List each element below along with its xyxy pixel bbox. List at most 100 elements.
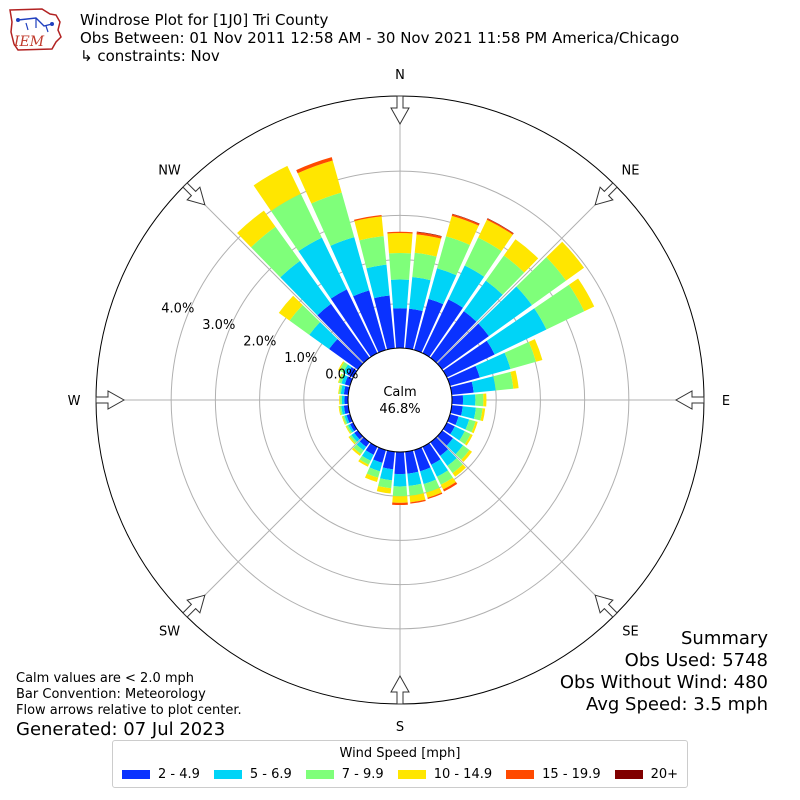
- bar-segment: [450, 426, 465, 441]
- wind-speed-legend: Wind Speed [mph] 2 - 4.9 5 - 6.9 7 - 9.9 10…: [112, 740, 688, 788]
- bar-segment: [250, 226, 300, 278]
- bar-segment: [237, 210, 276, 248]
- legend-swatch: [121, 770, 150, 779]
- direction-bar: [450, 405, 486, 422]
- bar-segment: [330, 289, 378, 358]
- direction-bar: [348, 430, 363, 445]
- bar-segment: [341, 374, 348, 385]
- bar-segment: [471, 376, 496, 393]
- bar-segment: [344, 395, 349, 405]
- bar-segment: [354, 214, 382, 222]
- bar-segment: [437, 236, 470, 276]
- bar-segment: [475, 393, 484, 407]
- bar-segment: [461, 449, 473, 462]
- bar-segment: [423, 479, 440, 493]
- bar-segment: [309, 322, 338, 350]
- bar-segment: [354, 216, 384, 241]
- radial-tick-label: 2.0%: [243, 334, 276, 349]
- legend-label: 15 - 19.9: [542, 767, 601, 782]
- calm-circle: [347, 347, 453, 453]
- bar-segment: [330, 237, 370, 297]
- bar-segment: [475, 352, 511, 378]
- bar-segment: [392, 495, 408, 503]
- bar-segment: [388, 252, 412, 280]
- legend-item: 20+: [614, 767, 678, 782]
- calm-label: Calm: [383, 385, 416, 400]
- bar-segment: [450, 381, 474, 395]
- bar-segment: [443, 482, 458, 492]
- direction-bar: [296, 157, 386, 353]
- legend-swatch: [305, 770, 334, 779]
- bar-segment: [351, 447, 362, 456]
- bar-segment: [486, 218, 514, 235]
- legend-swatch: [614, 770, 643, 779]
- chart-constraints: ↳ constraints: Nov: [80, 47, 220, 65]
- bar-segment: [358, 459, 369, 467]
- radial-tick-label: 0.0%: [325, 368, 358, 383]
- bar-segment: [354, 430, 363, 440]
- generated-date: Generated: 07 Jul 2023: [16, 719, 226, 740]
- bar-segment: [464, 237, 502, 277]
- bar-segment: [387, 231, 413, 234]
- radial-tick-label: 1.0%: [284, 351, 317, 366]
- bar-segment: [340, 395, 342, 405]
- bar-segment: [329, 338, 363, 370]
- flow-arrow: [182, 594, 206, 618]
- bar-segment: [465, 419, 476, 433]
- legend-swatch: [506, 770, 535, 779]
- chart-title: Windrose Plot for [1J0] Tri County: [80, 11, 329, 29]
- iem-logo: IEM: [9, 8, 62, 51]
- bar-segment: [455, 445, 470, 460]
- bar-segment: [407, 471, 422, 487]
- bar-segment: [436, 470, 453, 485]
- bar-segment: [440, 477, 456, 490]
- compass-label: S: [396, 720, 404, 735]
- bar-segment: [366, 467, 380, 478]
- direction-bar: [430, 437, 466, 477]
- bar-segment: [442, 340, 495, 378]
- legend-label: 7 - 9.9: [341, 767, 384, 782]
- bar-segment: [390, 279, 410, 309]
- bar-segment: [422, 442, 441, 465]
- bar-segment: [342, 415, 348, 425]
- bar-segment: [420, 467, 436, 485]
- bar-segment: [353, 444, 364, 455]
- bar-segment: [430, 437, 449, 456]
- direction-bar: [338, 384, 350, 395]
- flow-arrow: [390, 674, 410, 705]
- direction-bar: [338, 361, 358, 378]
- direction-bar: [387, 231, 413, 349]
- bar-segment: [343, 364, 352, 375]
- calm-value: 46.8%: [379, 402, 420, 417]
- bar-segment: [437, 430, 453, 446]
- bar-segment: [426, 487, 442, 498]
- bar-segment: [346, 425, 353, 434]
- bar-segment: [338, 406, 342, 416]
- bar-segment: [364, 473, 379, 482]
- bar-segment: [348, 436, 356, 445]
- bar-segment: [409, 493, 426, 503]
- bar-segment: [380, 467, 394, 481]
- bar-segment: [430, 311, 477, 363]
- flow-arrow: [594, 594, 618, 618]
- bar-segment: [446, 215, 479, 246]
- bar-segment: [427, 492, 443, 500]
- bar-segment: [478, 286, 532, 337]
- bar-segment: [448, 265, 485, 308]
- bar-segment: [298, 237, 347, 299]
- direction-bar: [345, 422, 358, 435]
- bar-segment: [339, 405, 343, 416]
- bar-segment: [311, 192, 355, 246]
- bar-segment: [412, 252, 437, 281]
- bar-segment: [341, 405, 346, 415]
- bar-segment: [480, 408, 486, 422]
- compass-label: SE: [622, 625, 638, 640]
- bar-segment: [392, 486, 408, 497]
- bar-segment: [462, 394, 476, 406]
- flow-arrows-note: Flow arrows relative to plot center.: [16, 703, 242, 718]
- bar-segment: [338, 361, 345, 371]
- bar-segment: [382, 450, 395, 470]
- bar-segment: [528, 339, 543, 362]
- legend-label: 10 - 14.9: [433, 767, 493, 782]
- bar-segment: [471, 421, 478, 434]
